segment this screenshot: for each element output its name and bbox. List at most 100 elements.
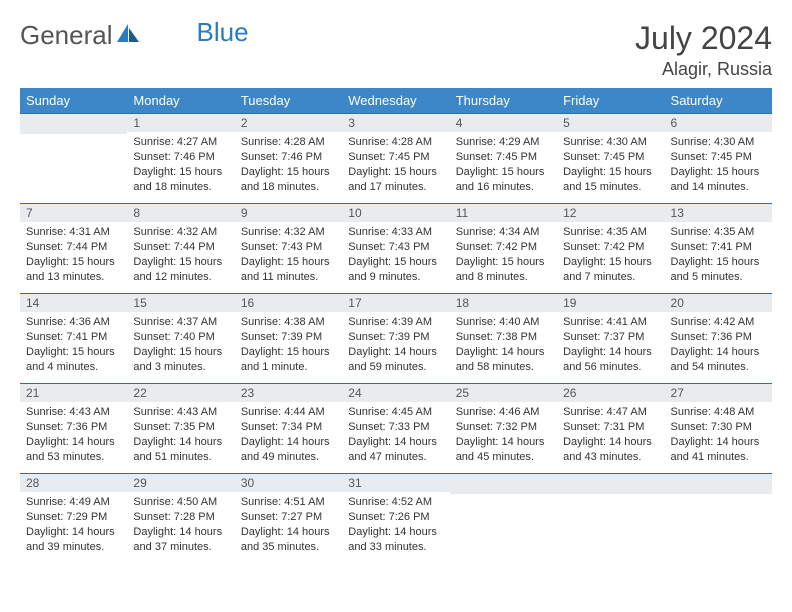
daylight-text: Daylight: 15 hours and 15 minutes.	[563, 165, 658, 195]
calendar-day-cell: 29Sunrise: 4:50 AMSunset: 7:28 PMDayligh…	[127, 473, 234, 563]
calendar-day-cell: 16Sunrise: 4:38 AMSunset: 7:39 PMDayligh…	[235, 293, 342, 383]
weekday-header: Monday	[127, 88, 234, 113]
sunrise-text: Sunrise: 4:38 AM	[241, 315, 336, 330]
sunset-text: Sunset: 7:34 PM	[241, 420, 336, 435]
day-details: Sunrise: 4:32 AMSunset: 7:43 PMDaylight:…	[235, 222, 342, 290]
day-details: Sunrise: 4:35 AMSunset: 7:42 PMDaylight:…	[557, 222, 664, 290]
sunrise-text: Sunrise: 4:34 AM	[456, 225, 551, 240]
sunrise-text: Sunrise: 4:51 AM	[241, 495, 336, 510]
day-details: Sunrise: 4:34 AMSunset: 7:42 PMDaylight:…	[450, 222, 557, 290]
calendar-day-cell: 25Sunrise: 4:46 AMSunset: 7:32 PMDayligh…	[450, 383, 557, 473]
weekday-header: Saturday	[665, 88, 772, 113]
logo: General Blue	[20, 20, 249, 51]
calendar-day-cell: 14Sunrise: 4:36 AMSunset: 7:41 PMDayligh…	[20, 293, 127, 383]
day-number: 25	[450, 383, 557, 402]
day-details: Sunrise: 4:31 AMSunset: 7:44 PMDaylight:…	[20, 222, 127, 290]
sunset-text: Sunset: 7:43 PM	[241, 240, 336, 255]
day-details: Sunrise: 4:51 AMSunset: 7:27 PMDaylight:…	[235, 492, 342, 560]
sunset-text: Sunset: 7:38 PM	[456, 330, 551, 345]
day-number: 18	[450, 293, 557, 312]
day-number: 3	[342, 113, 449, 132]
sunset-text: Sunset: 7:32 PM	[456, 420, 551, 435]
sunrise-text: Sunrise: 4:32 AM	[241, 225, 336, 240]
day-number: 4	[450, 113, 557, 132]
daylight-text: Daylight: 15 hours and 9 minutes.	[348, 255, 443, 285]
sunset-text: Sunset: 7:45 PM	[456, 150, 551, 165]
daylight-text: Daylight: 15 hours and 11 minutes.	[241, 255, 336, 285]
day-number: 26	[557, 383, 664, 402]
calendar-day-cell: 19Sunrise: 4:41 AMSunset: 7:37 PMDayligh…	[557, 293, 664, 383]
calendar-day-cell: 8Sunrise: 4:32 AMSunset: 7:44 PMDaylight…	[127, 203, 234, 293]
calendar-day-cell: 9Sunrise: 4:32 AMSunset: 7:43 PMDaylight…	[235, 203, 342, 293]
sunset-text: Sunset: 7:31 PM	[563, 420, 658, 435]
day-details: Sunrise: 4:33 AMSunset: 7:43 PMDaylight:…	[342, 222, 449, 290]
weekday-header-row: Sunday Monday Tuesday Wednesday Thursday…	[20, 88, 772, 113]
daylight-text: Daylight: 15 hours and 3 minutes.	[133, 345, 228, 375]
day-number: 24	[342, 383, 449, 402]
sunrise-text: Sunrise: 4:42 AM	[671, 315, 766, 330]
calendar-day-cell: 20Sunrise: 4:42 AMSunset: 7:36 PMDayligh…	[665, 293, 772, 383]
sail-icon	[115, 20, 141, 51]
sunrise-text: Sunrise: 4:27 AM	[133, 135, 228, 150]
calendar-week-row: 1Sunrise: 4:27 AMSunset: 7:46 PMDaylight…	[20, 113, 772, 203]
weekday-header: Tuesday	[235, 88, 342, 113]
day-number: 15	[127, 293, 234, 312]
sunset-text: Sunset: 7:42 PM	[456, 240, 551, 255]
sunrise-text: Sunrise: 4:49 AM	[26, 495, 121, 510]
sunset-text: Sunset: 7:45 PM	[348, 150, 443, 165]
day-number: 20	[665, 293, 772, 312]
sunset-text: Sunset: 7:35 PM	[133, 420, 228, 435]
calendar-day-cell: 23Sunrise: 4:44 AMSunset: 7:34 PMDayligh…	[235, 383, 342, 473]
sunset-text: Sunset: 7:30 PM	[671, 420, 766, 435]
daylight-text: Daylight: 15 hours and 12 minutes.	[133, 255, 228, 285]
sunset-text: Sunset: 7:29 PM	[26, 510, 121, 525]
weekday-header: Sunday	[20, 88, 127, 113]
sunset-text: Sunset: 7:37 PM	[563, 330, 658, 345]
sunrise-text: Sunrise: 4:30 AM	[563, 135, 658, 150]
sunrise-text: Sunrise: 4:43 AM	[133, 405, 228, 420]
day-number: 8	[127, 203, 234, 222]
sunrise-text: Sunrise: 4:50 AM	[133, 495, 228, 510]
month-title: July 2024	[635, 20, 772, 57]
calendar-day-cell: 13Sunrise: 4:35 AMSunset: 7:41 PMDayligh…	[665, 203, 772, 293]
daylight-text: Daylight: 15 hours and 14 minutes.	[671, 165, 766, 195]
sunset-text: Sunset: 7:45 PM	[671, 150, 766, 165]
calendar-day-cell: 10Sunrise: 4:33 AMSunset: 7:43 PMDayligh…	[342, 203, 449, 293]
day-details: Sunrise: 4:36 AMSunset: 7:41 PMDaylight:…	[20, 312, 127, 380]
sunrise-text: Sunrise: 4:28 AM	[241, 135, 336, 150]
day-details: Sunrise: 4:47 AMSunset: 7:31 PMDaylight:…	[557, 402, 664, 470]
daylight-text: Daylight: 14 hours and 58 minutes.	[456, 345, 551, 375]
calendar-day-cell: 11Sunrise: 4:34 AMSunset: 7:42 PMDayligh…	[450, 203, 557, 293]
calendar-day-cell: 21Sunrise: 4:43 AMSunset: 7:36 PMDayligh…	[20, 383, 127, 473]
day-number: 2	[235, 113, 342, 132]
day-number: 16	[235, 293, 342, 312]
day-number: 19	[557, 293, 664, 312]
calendar-day-cell: 17Sunrise: 4:39 AMSunset: 7:39 PMDayligh…	[342, 293, 449, 383]
daylight-text: Daylight: 15 hours and 13 minutes.	[26, 255, 121, 285]
sunset-text: Sunset: 7:36 PM	[671, 330, 766, 345]
daylight-text: Daylight: 15 hours and 7 minutes.	[563, 255, 658, 285]
calendar-day-cell: 2Sunrise: 4:28 AMSunset: 7:46 PMDaylight…	[235, 113, 342, 203]
daylight-text: Daylight: 15 hours and 1 minute.	[241, 345, 336, 375]
day-details: Sunrise: 4:40 AMSunset: 7:38 PMDaylight:…	[450, 312, 557, 380]
sunset-text: Sunset: 7:45 PM	[563, 150, 658, 165]
day-details: Sunrise: 4:43 AMSunset: 7:36 PMDaylight:…	[20, 402, 127, 470]
calendar-day-cell: 18Sunrise: 4:40 AMSunset: 7:38 PMDayligh…	[450, 293, 557, 383]
sunrise-text: Sunrise: 4:37 AM	[133, 315, 228, 330]
sunrise-text: Sunrise: 4:44 AM	[241, 405, 336, 420]
day-number: 31	[342, 473, 449, 492]
sunrise-text: Sunrise: 4:35 AM	[671, 225, 766, 240]
calendar-week-row: 7Sunrise: 4:31 AMSunset: 7:44 PMDaylight…	[20, 203, 772, 293]
calendar-day-cell: 3Sunrise: 4:28 AMSunset: 7:45 PMDaylight…	[342, 113, 449, 203]
day-details: Sunrise: 4:37 AMSunset: 7:40 PMDaylight:…	[127, 312, 234, 380]
sunrise-text: Sunrise: 4:35 AM	[563, 225, 658, 240]
calendar-table: Sunday Monday Tuesday Wednesday Thursday…	[20, 88, 772, 563]
day-number: 13	[665, 203, 772, 222]
sunrise-text: Sunrise: 4:47 AM	[563, 405, 658, 420]
daylight-text: Daylight: 14 hours and 35 minutes.	[241, 525, 336, 555]
sunset-text: Sunset: 7:40 PM	[133, 330, 228, 345]
sunset-text: Sunset: 7:44 PM	[26, 240, 121, 255]
day-number: 5	[557, 113, 664, 132]
day-number: 6	[665, 113, 772, 132]
day-details: Sunrise: 4:49 AMSunset: 7:29 PMDaylight:…	[20, 492, 127, 560]
